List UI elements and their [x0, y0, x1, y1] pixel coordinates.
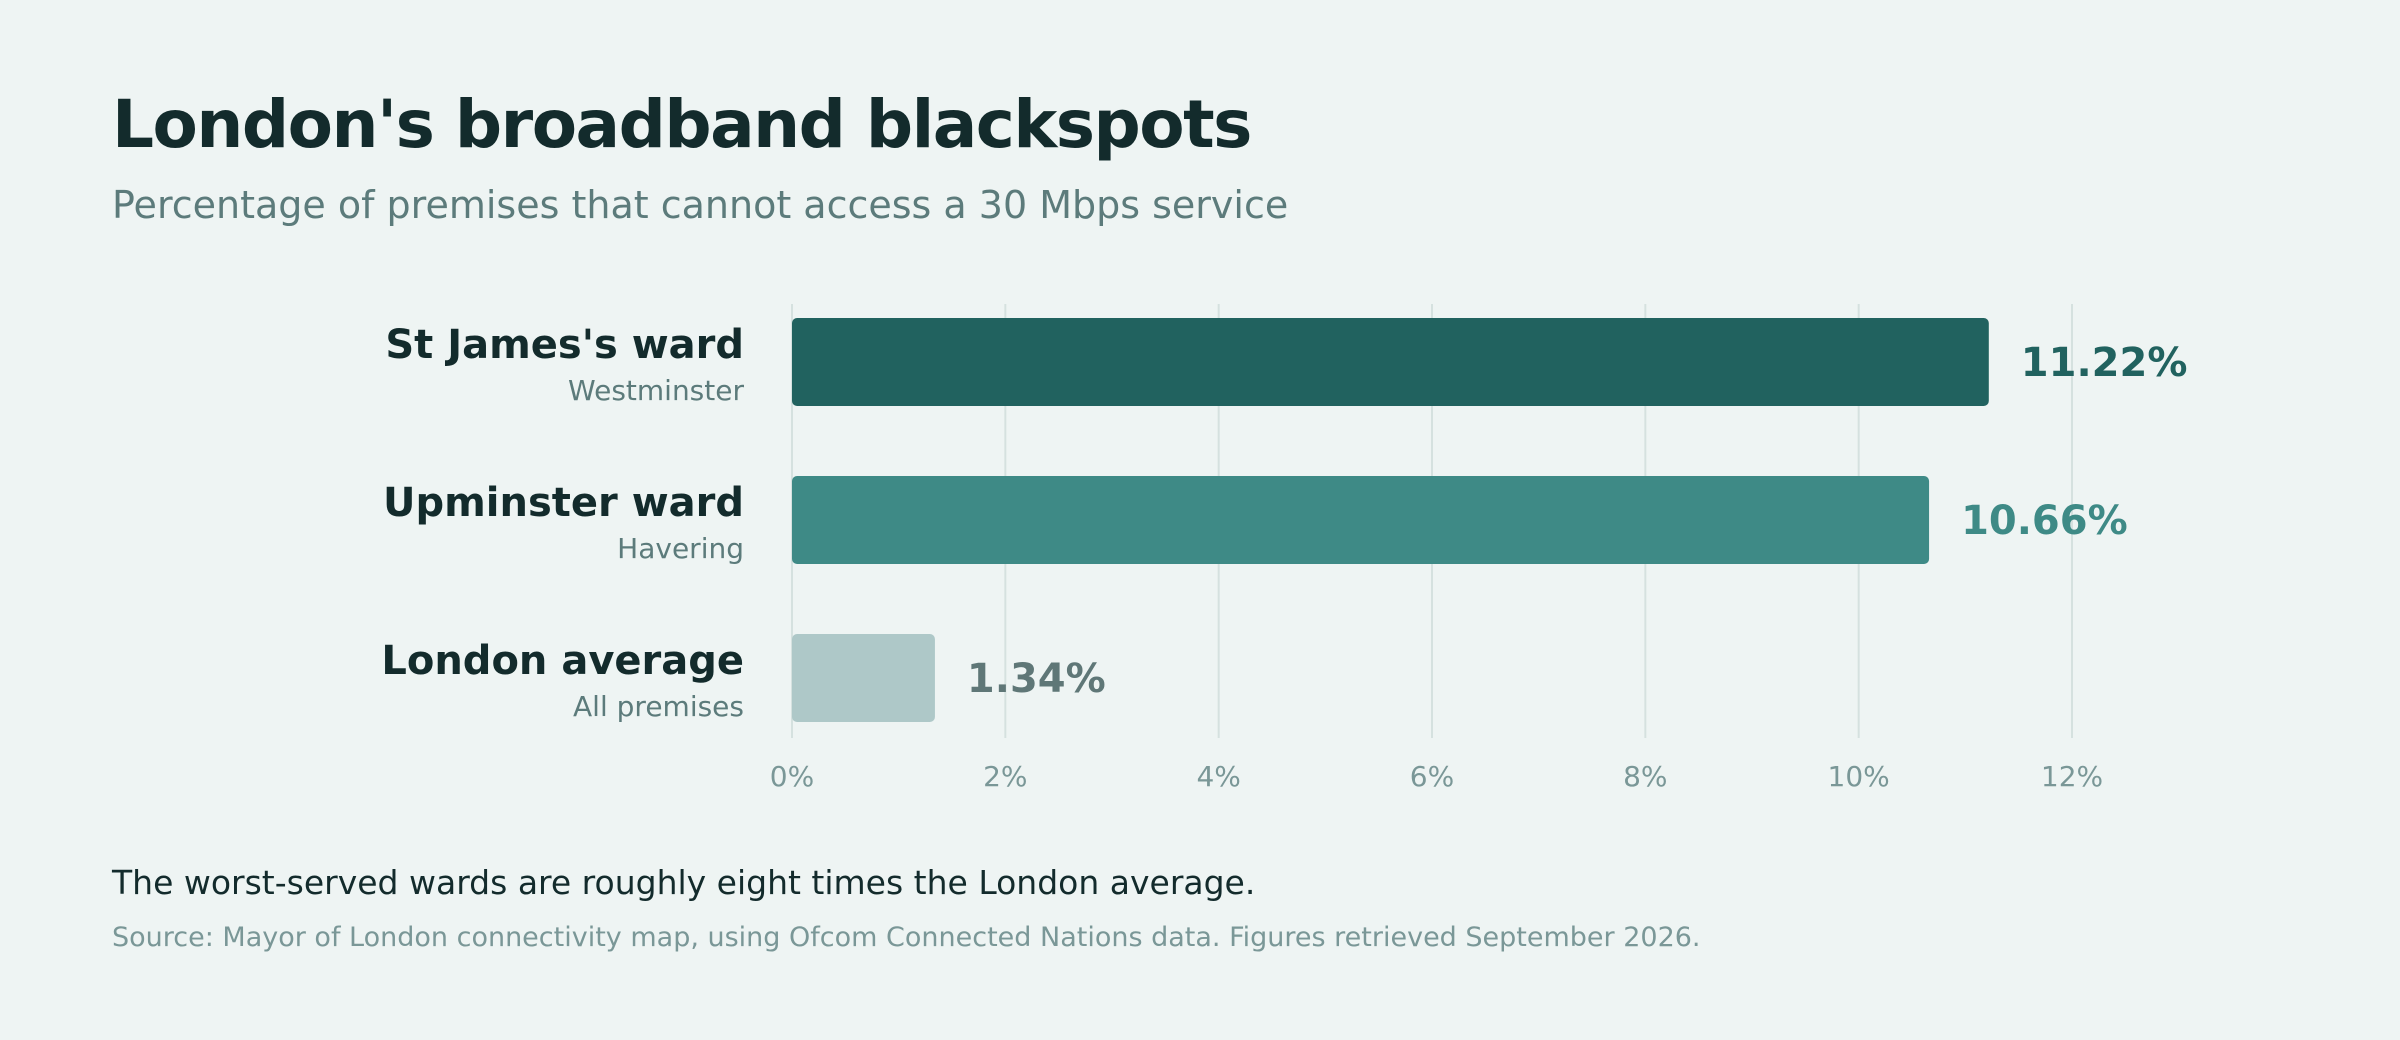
x-tick-label: 2% — [983, 760, 1027, 793]
x-tick-label: 6% — [1410, 760, 1454, 793]
chart-subtitle: Percentage of premises that cannot acces… — [112, 183, 1289, 227]
category-label: London average — [381, 638, 744, 684]
bar-value-label: 1.34% — [967, 656, 1106, 702]
bar — [792, 634, 935, 722]
x-tick-label: 0% — [770, 760, 814, 793]
category-label: St James's ward — [385, 322, 744, 368]
chart-title: London's broadband blackspots — [112, 86, 1252, 163]
bar — [792, 318, 1989, 406]
bar-value-label: 10.66% — [1961, 498, 2128, 544]
takeaway-note: The worst-served wards are roughly eight… — [112, 863, 1256, 902]
category-label: Upminster ward — [383, 480, 744, 526]
bar — [792, 476, 1930, 564]
x-tick-label: 10% — [1828, 760, 1890, 793]
x-tick-label: 4% — [1196, 760, 1240, 793]
category-labels: 11.22% St James's ward Westminster 10.66% Up… — [381, 322, 2187, 723]
bar-value-label: 11.22% — [2021, 340, 2188, 386]
source-note: Source: Mayor of London connectivity map… — [112, 922, 1701, 953]
category-sublabel: Westminster — [568, 374, 744, 407]
x-tick-label: 12% — [2041, 760, 2103, 793]
x-tick-label: 8% — [1623, 760, 1667, 793]
x-axis-ticks: 0% 2% 4% 6% 8% 10% 12% — [770, 760, 2103, 793]
category-sublabel: Havering — [617, 532, 744, 565]
category-sublabel: All premises — [573, 690, 744, 723]
bars — [792, 318, 1989, 722]
